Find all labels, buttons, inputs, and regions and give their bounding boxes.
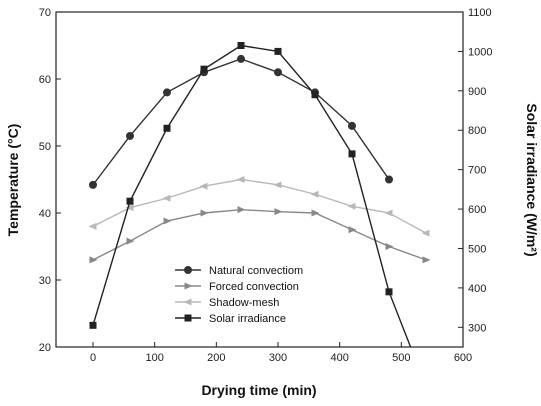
y-right-tick-label: 600 <box>468 204 486 216</box>
series-point <box>163 124 171 132</box>
series-1 <box>89 206 431 264</box>
y-right-tick-label: 900 <box>468 86 486 98</box>
y-right-axis-title: Solar irradiance (W/m²) <box>524 103 540 256</box>
series-line <box>92 208 427 261</box>
legend-label: Solar irradiance <box>209 313 286 325</box>
series-point <box>385 175 393 184</box>
series-point <box>200 65 208 73</box>
series-point <box>89 256 98 264</box>
series-point <box>163 88 171 97</box>
legend-label: Forced convection <box>209 281 299 293</box>
y-right-axis: 300 400 500 600 700 800 900 1000 1100 <box>458 7 492 334</box>
y-left-tick-label: 50 <box>39 141 51 153</box>
series-point <box>274 208 283 216</box>
y-left-tick-label: 70 <box>39 7 51 19</box>
series-point <box>162 194 171 202</box>
y-left-axis: 20 30 40 50 60 70 <box>39 7 61 354</box>
series-layer <box>88 42 431 390</box>
y-left-axis-title: Temperature (°C) <box>5 124 21 237</box>
plot-area <box>55 11 464 348</box>
series-point <box>237 206 246 214</box>
series-point <box>348 226 357 234</box>
x-tick-label: 200 <box>207 352 225 364</box>
y-left-tick-label: 60 <box>39 74 51 86</box>
x-tick-label: 600 <box>454 352 472 364</box>
series-point <box>348 150 356 158</box>
legend-item: Solar irradiance <box>175 313 286 325</box>
series-point <box>385 243 394 250</box>
y-left-tick-label: 30 <box>39 275 51 287</box>
y-left-tick-label: 40 <box>39 208 51 220</box>
legend: Natural convectiom Forced convection Shado… <box>175 265 303 325</box>
series-point <box>311 209 320 217</box>
legend-item: Forced convection <box>175 281 299 293</box>
series-point <box>126 197 134 205</box>
series-point <box>347 202 356 210</box>
series-point <box>125 204 134 212</box>
x-tick-label: 500 <box>392 352 410 364</box>
series-point <box>199 182 208 190</box>
x-tick-label: 100 <box>145 352 163 364</box>
x-tick-label: 400 <box>330 352 348 364</box>
series-point <box>384 209 393 217</box>
legend-marker <box>184 314 192 322</box>
x-tick-label: 300 <box>269 352 287 364</box>
series-point <box>274 68 282 77</box>
y-left-tick-label: 20 <box>39 342 51 354</box>
y-right-tick-label: 700 <box>468 165 486 177</box>
series-point <box>163 217 172 225</box>
series-point <box>273 181 282 189</box>
series-point <box>422 256 431 264</box>
series-point <box>385 288 393 296</box>
series-2 <box>88 176 430 237</box>
series-line <box>92 44 412 347</box>
y-right-tick-label: 300 <box>468 322 486 334</box>
legend-marker <box>184 282 193 290</box>
series-point <box>126 131 134 140</box>
series-line <box>92 178 427 234</box>
series-point <box>421 229 430 237</box>
series-point <box>236 176 245 183</box>
legend-item: Natural convectiom <box>175 265 303 277</box>
series-point <box>200 209 209 217</box>
series-point <box>348 121 356 130</box>
legend-label: Natural convectiom <box>209 265 303 277</box>
series-point <box>310 190 319 198</box>
legend-marker <box>184 266 192 274</box>
series-point <box>126 237 135 245</box>
x-axis-title: Drying time (min) <box>201 382 316 398</box>
y-right-tick-label: 1100 <box>468 7 492 19</box>
x-axis: 0 100 200 300 400 500 600 <box>90 342 472 364</box>
legend-marker <box>183 298 192 306</box>
series-point <box>89 321 97 329</box>
legend-label: Shadow-mesh <box>209 297 279 309</box>
series-3 <box>89 42 430 390</box>
series-point <box>237 42 245 49</box>
series-point <box>274 47 282 55</box>
y-right-tick-label: 800 <box>468 125 486 137</box>
x-tick-label: 0 <box>90 352 96 364</box>
y-right-tick-label: 400 <box>468 283 486 295</box>
series-point <box>89 180 97 189</box>
series-point <box>311 91 319 99</box>
legend-item: Shadow-mesh <box>175 297 279 309</box>
y-right-tick-label: 500 <box>468 243 486 255</box>
series-point <box>423 383 430 390</box>
series-point <box>237 54 245 63</box>
series-point <box>88 222 97 230</box>
y-right-tick-label: 1000 <box>468 46 492 58</box>
